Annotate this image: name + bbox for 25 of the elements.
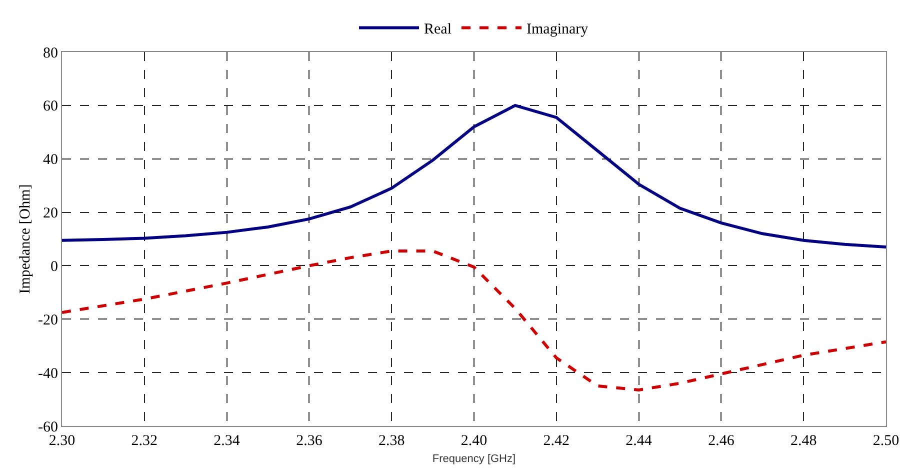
legend-label: Real <box>424 22 452 38</box>
x-tick-label: 2.30 <box>48 433 76 449</box>
x-tick-label: 2.32 <box>131 433 158 449</box>
y-axis-title: Impedance [Ohm] <box>17 184 34 294</box>
y-tick-label: 0 <box>50 258 58 275</box>
x-tick-label: 2.42 <box>543 433 570 449</box>
y-tick-label: 60 <box>43 98 58 115</box>
y-tick-label: 80 <box>43 45 58 62</box>
y-tick-label: 20 <box>43 206 58 222</box>
x-tick-label: 2.40 <box>460 433 488 449</box>
x-tick-label: 2.34 <box>214 433 240 449</box>
x-tick-label: 2.38 <box>378 433 405 449</box>
x-tick-label: 2.46 <box>708 433 735 449</box>
y-tick-label: 40 <box>43 152 58 168</box>
x-tick-label: 2.36 <box>296 433 323 449</box>
line-series <box>62 104 886 249</box>
x-axis-title: Frequency [GHz] <box>432 453 516 466</box>
x-tick-label: 2.44 <box>626 433 652 449</box>
x-tick-label: 2.50 <box>872 433 900 449</box>
y-tick-label: -20 <box>38 312 58 328</box>
legend-label: Imaginary <box>526 22 589 38</box>
line-series <box>62 250 886 392</box>
y-tick-label: -60 <box>38 419 58 436</box>
y-tick-label: -40 <box>38 366 58 382</box>
x-tick-label: 2.48 <box>790 433 817 449</box>
